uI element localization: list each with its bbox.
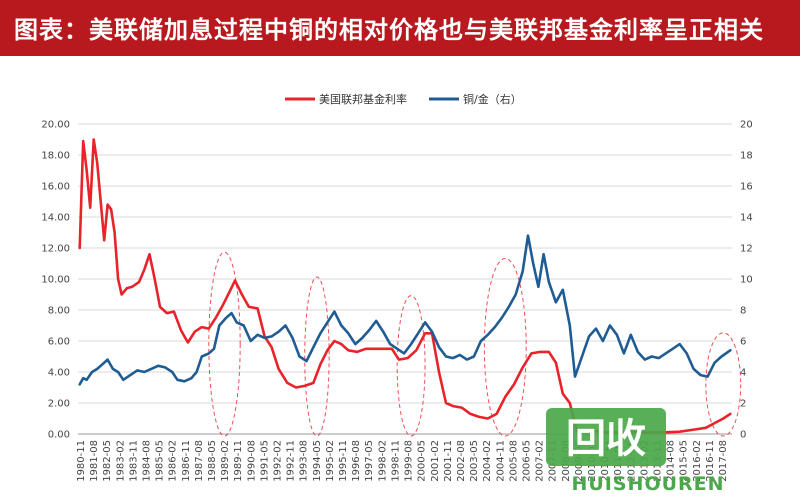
y-tick-left: 2.00: [48, 399, 70, 410]
y-tick-left: 6.00: [48, 337, 70, 348]
y-tick-left: 20.00: [41, 120, 70, 131]
y-tick-right: 10: [740, 275, 753, 286]
watermark-sub-text: HUISHOUREN: [571, 473, 724, 495]
legend-label-fed-funds-rate: 美国联邦基金利率: [319, 92, 407, 106]
watermark-logo: 回收 HUISHOUREN: [546, 408, 724, 495]
x-tick: 2001-11: [443, 440, 454, 482]
x-tick: 2003-05: [469, 440, 480, 482]
y-tick-right: 14: [740, 213, 753, 224]
title-bar: 图表：美联储加息过程中铜的相对价格也与美联邦基金利率呈正相关: [0, 0, 800, 56]
x-tick: 1984-08: [142, 440, 153, 482]
y-tick-left: 16.00: [41, 182, 70, 193]
chart-title: 图表：美联储加息过程中铜的相对价格也与美联邦基金利率呈正相关: [14, 16, 764, 44]
x-tick: 1989-02: [220, 440, 231, 482]
x-tick: 2016-02: [692, 440, 703, 482]
y-tick-right: 18: [740, 151, 753, 162]
y-tick-left: 12.00: [41, 244, 70, 255]
watermark-logo-text: 回收: [566, 416, 646, 462]
x-tick: 2016-11: [705, 440, 716, 482]
x-tick: 2017-08: [718, 440, 729, 482]
watermark-logo-box: [546, 408, 666, 466]
x-tick: 1994-05: [312, 440, 323, 482]
y-tick-right: 8: [740, 306, 746, 317]
x-tick: 2006-05: [521, 440, 532, 482]
x-tick: 1990-08: [246, 440, 257, 482]
x-tick: 1989-11: [233, 440, 244, 482]
x-tick: 2004-11: [495, 440, 506, 482]
x-tick: 1986-11: [181, 440, 192, 482]
x-tick: 1987-08: [194, 440, 205, 482]
x-tick: 2005-08: [508, 440, 519, 482]
y-tick-left: 4.00: [48, 368, 70, 379]
y-tick-right: 6: [740, 337, 746, 348]
y-tick-right: 0: [740, 430, 746, 441]
y-tick-right: 16: [740, 182, 753, 193]
x-tick: 1986-02: [168, 440, 179, 482]
y-tick-right: 2: [740, 399, 746, 410]
y-tick-left: 0.00: [48, 430, 70, 441]
highlight-ellipses: [208, 251, 742, 437]
x-tick: 1992-11: [286, 440, 297, 482]
x-tick: 1982-05: [102, 440, 113, 482]
x-tick: 1991-05: [259, 440, 270, 482]
series-line-copper-gold: [78, 234, 732, 386]
x-tick: 1992-02: [273, 440, 284, 482]
highlight-ellipse: [705, 332, 742, 437]
x-tick: 1996-08: [351, 440, 362, 482]
x-tick: 2000-05: [417, 440, 428, 482]
y-tick-left: 18.00: [41, 151, 70, 162]
gridlines: [78, 123, 732, 435]
y-tick-right: 4: [740, 368, 746, 379]
x-tick: 1988-05: [207, 440, 218, 482]
x-tick: 1998-11: [390, 440, 401, 482]
highlight-ellipse: [396, 295, 426, 437]
x-tick: 2001-02: [430, 440, 441, 482]
x-tick: 1993-08: [299, 440, 310, 482]
y-tick-left: 10.00: [41, 275, 70, 286]
legend-label-copper-gold: 铜/金（右）: [463, 92, 522, 106]
x-tick: 1997-05: [364, 440, 375, 482]
x-tick: 1980-11: [76, 440, 87, 482]
x-tick: 1985-05: [155, 440, 166, 482]
x-tick: 1983-02: [115, 440, 126, 482]
y-tick-right: 12: [740, 244, 753, 255]
x-tick: 1995-11: [338, 440, 349, 482]
x-tick: 1981-08: [89, 440, 100, 482]
x-tick: 2002-08: [456, 440, 467, 482]
x-tick: 2014-08: [666, 440, 677, 482]
x-tick: 1999-08: [404, 440, 415, 482]
y-tick-left: 8.00: [48, 306, 70, 317]
chart-legend: 美国联邦基金利率 铜/金（右）: [285, 92, 522, 106]
series-line-fed-funds-rate: [78, 138, 732, 434]
x-tick: 2015-05: [679, 440, 690, 482]
x-tick: 1995-02: [325, 440, 336, 482]
x-tick: 1998-02: [377, 440, 388, 482]
y-tick-left: 14.00: [41, 213, 70, 224]
x-tick: 2007-02: [535, 440, 546, 482]
highlight-ellipse: [304, 276, 330, 437]
series-lines: [78, 138, 732, 434]
x-tick: 2004-02: [482, 440, 493, 482]
highlight-ellipse: [483, 257, 527, 437]
x-tick: 1983-11: [128, 440, 139, 482]
highlight-ellipse: [208, 251, 241, 437]
y-tick-right: 20: [740, 120, 753, 131]
